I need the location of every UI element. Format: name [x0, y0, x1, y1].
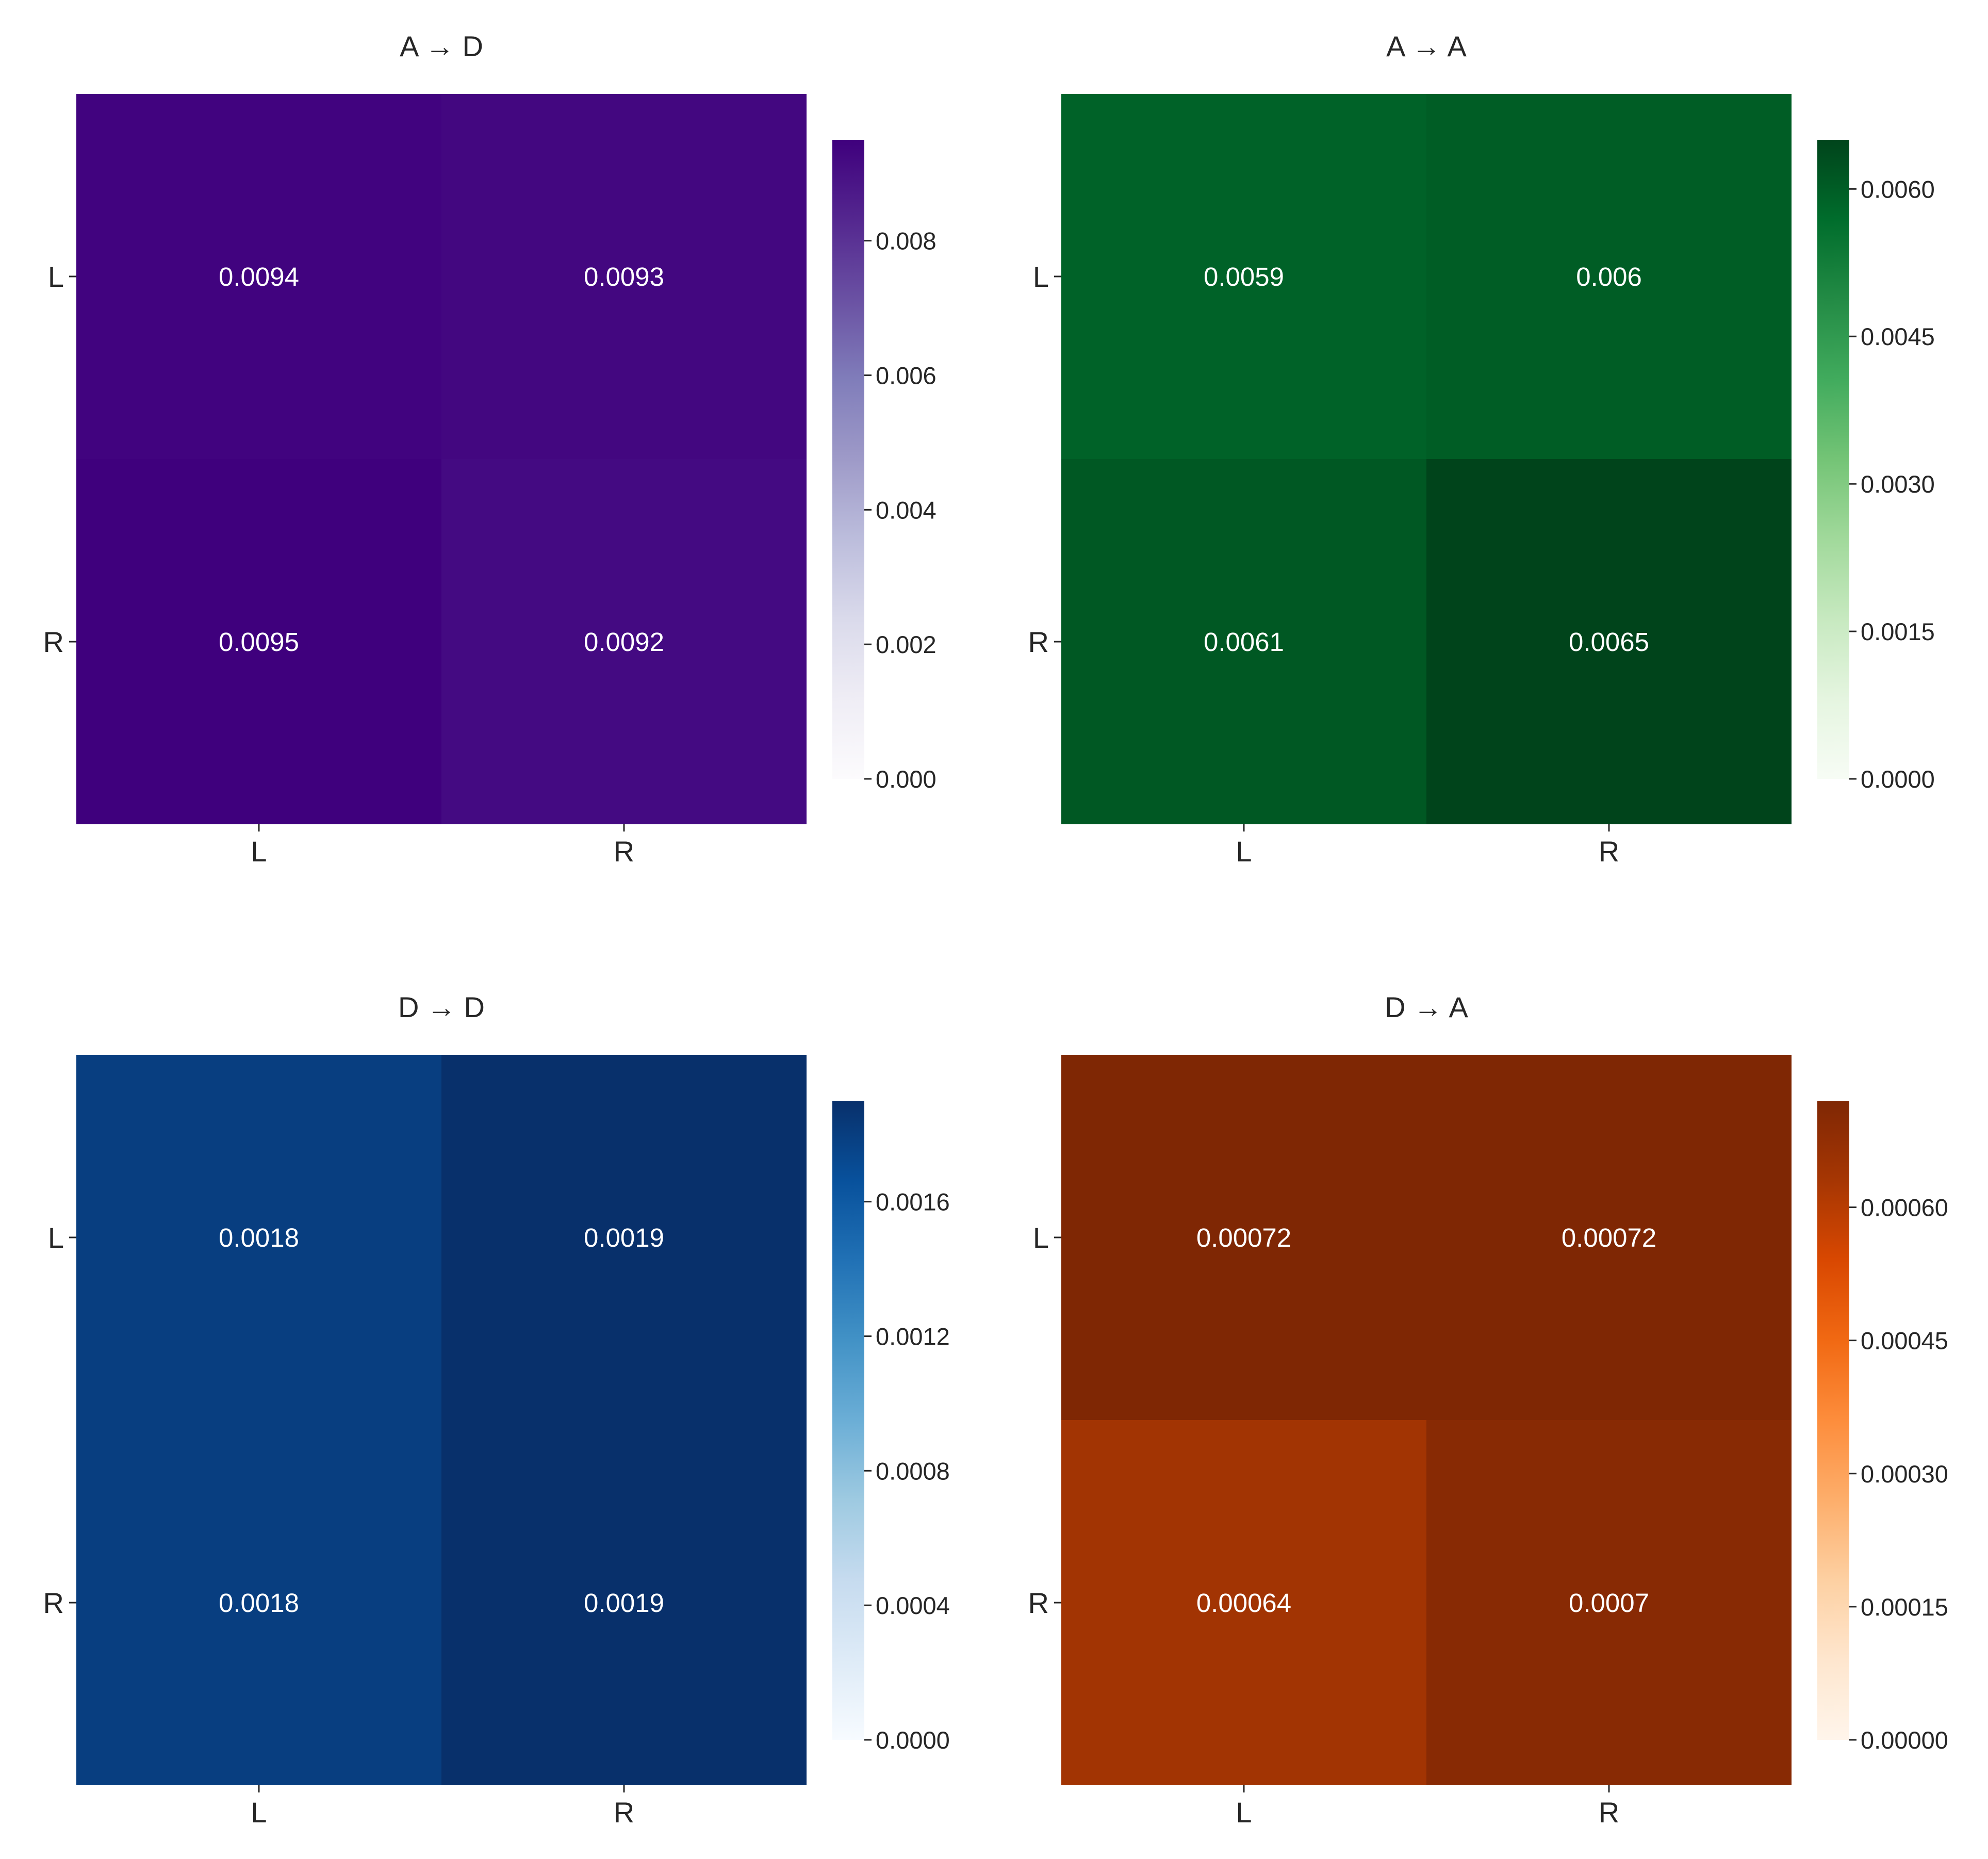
colorbar-tick-label: 0.0004: [876, 1592, 950, 1619]
panel-title: A → D: [400, 30, 483, 62]
colorbar-tick-label: 0.004: [876, 496, 937, 524]
heatmap-cell: [76, 1420, 441, 1785]
heatmap-cell: [76, 459, 441, 824]
heatmap-panel-2: A → A 0.0059 0.006 0.0061 0.0065 L R L R 0.0000 0.…: [1028, 30, 1935, 868]
cell-value-label: 0.0093: [584, 262, 664, 291]
colorbar-tick-label: 0.008: [876, 227, 937, 255]
cell-value-label: 0.0094: [219, 262, 299, 291]
colorbar-tick-label: 0.0008: [876, 1457, 950, 1485]
heatmap-cell: [1426, 459, 1792, 824]
colorbar: [1817, 1101, 1849, 1740]
heatmap-cell: [76, 1055, 441, 1420]
colorbar-tick-label: 0.0015: [1861, 618, 1935, 645]
colorbar-tick-label: 0.006: [876, 362, 937, 389]
heatmap-cell: [1061, 1055, 1426, 1420]
heatmap-cell: [441, 1420, 807, 1785]
heatmap-cell: [1061, 94, 1426, 459]
x-tick-label: L: [251, 835, 267, 868]
y-tick-label: L: [1033, 1221, 1049, 1254]
cell-value-label: 0.00072: [1196, 1223, 1291, 1252]
colorbar-tick-label: 0.00045: [1861, 1327, 1948, 1355]
colorbar-tick-label: 0.0016: [876, 1188, 950, 1216]
colorbar-tick-label: 0.0045: [1861, 323, 1935, 350]
heatmap-cell: [1061, 459, 1426, 824]
colorbar-tick-label: 0.0000: [876, 1726, 950, 1754]
cell-value-label: 0.0019: [584, 1588, 664, 1618]
y-tick-label: R: [43, 1587, 64, 1619]
heatmap-cell: [76, 94, 441, 459]
colorbar-tick-label: 0.00000: [1861, 1726, 1948, 1754]
cell-value-label: 0.0095: [219, 627, 299, 657]
colorbar: [1817, 140, 1849, 779]
heatmap-panel-4: D → A 0.00072 0.00072 0.00064 0.0007 L R L R 0.00…: [1028, 991, 1948, 1829]
cell-value-label: 0.0059: [1204, 262, 1284, 291]
panel-title: D → D: [398, 991, 485, 1023]
x-tick-label: L: [1236, 1796, 1252, 1829]
x-tick-label: R: [1599, 1796, 1619, 1829]
colorbar-tick-label: 0.00015: [1861, 1593, 1948, 1621]
heatmap-cell: [441, 1055, 807, 1420]
heatmap-cell: [1426, 94, 1792, 459]
colorbar: [832, 1101, 864, 1740]
x-tick-label: R: [614, 1796, 634, 1829]
heatmap-cell: [1061, 1420, 1426, 1785]
y-tick-label: R: [1028, 626, 1049, 658]
cell-value-label: 0.00072: [1562, 1223, 1656, 1252]
cell-value-label: 0.0018: [219, 1223, 299, 1252]
cell-value-label: 0.0007: [1569, 1588, 1649, 1618]
colorbar-tick-label: 0.0030: [1861, 470, 1935, 498]
heatmap-cell: [441, 459, 807, 824]
y-tick-label: L: [48, 260, 64, 293]
y-tick-label: L: [48, 1221, 64, 1254]
colorbar-tick-label: 0.00060: [1861, 1194, 1948, 1221]
cell-value-label: 0.006: [1576, 262, 1642, 291]
cell-value-label: 0.0018: [219, 1588, 299, 1618]
x-tick-label: R: [614, 835, 634, 868]
cell-value-label: 0.0065: [1569, 627, 1649, 657]
heatmap-cell: [1426, 1420, 1792, 1785]
y-tick-label: R: [1028, 1587, 1049, 1619]
cell-value-label: 0.00064: [1196, 1588, 1291, 1618]
x-tick-label: L: [251, 1796, 267, 1829]
y-tick-label: L: [1033, 260, 1049, 293]
colorbar: [832, 140, 864, 779]
colorbar-tick-label: 0.000: [876, 765, 937, 793]
cell-value-label: 0.0019: [584, 1223, 664, 1252]
x-tick-label: R: [1599, 835, 1619, 868]
cell-value-label: 0.0092: [584, 627, 664, 657]
colorbar-tick-label: 0.0000: [1861, 765, 1935, 793]
colorbar-tick-label: 0.002: [876, 631, 937, 658]
heatmap-panel-3: D → D 0.0018 0.0019 0.0018 0.0019 L R L R 0.0000 0…: [43, 991, 950, 1829]
colorbar-tick-label: 0.0060: [1861, 175, 1935, 203]
panel-title: A → A: [1386, 30, 1467, 62]
panel-title: D → A: [1385, 991, 1468, 1023]
heatmap-cell: [1426, 1055, 1792, 1420]
heatmap-panel-1: A → D 0.0094 0.0093 0.0095 0.0092 L R L R 0.000 0.…: [43, 30, 937, 868]
heatmap-cell: [441, 94, 807, 459]
x-tick-label: L: [1236, 835, 1252, 868]
colorbar-tick-label: 0.0012: [876, 1323, 950, 1350]
y-tick-label: R: [43, 626, 64, 658]
cell-value-label: 0.0061: [1204, 627, 1284, 657]
colorbar-tick-label: 0.00030: [1861, 1460, 1948, 1488]
